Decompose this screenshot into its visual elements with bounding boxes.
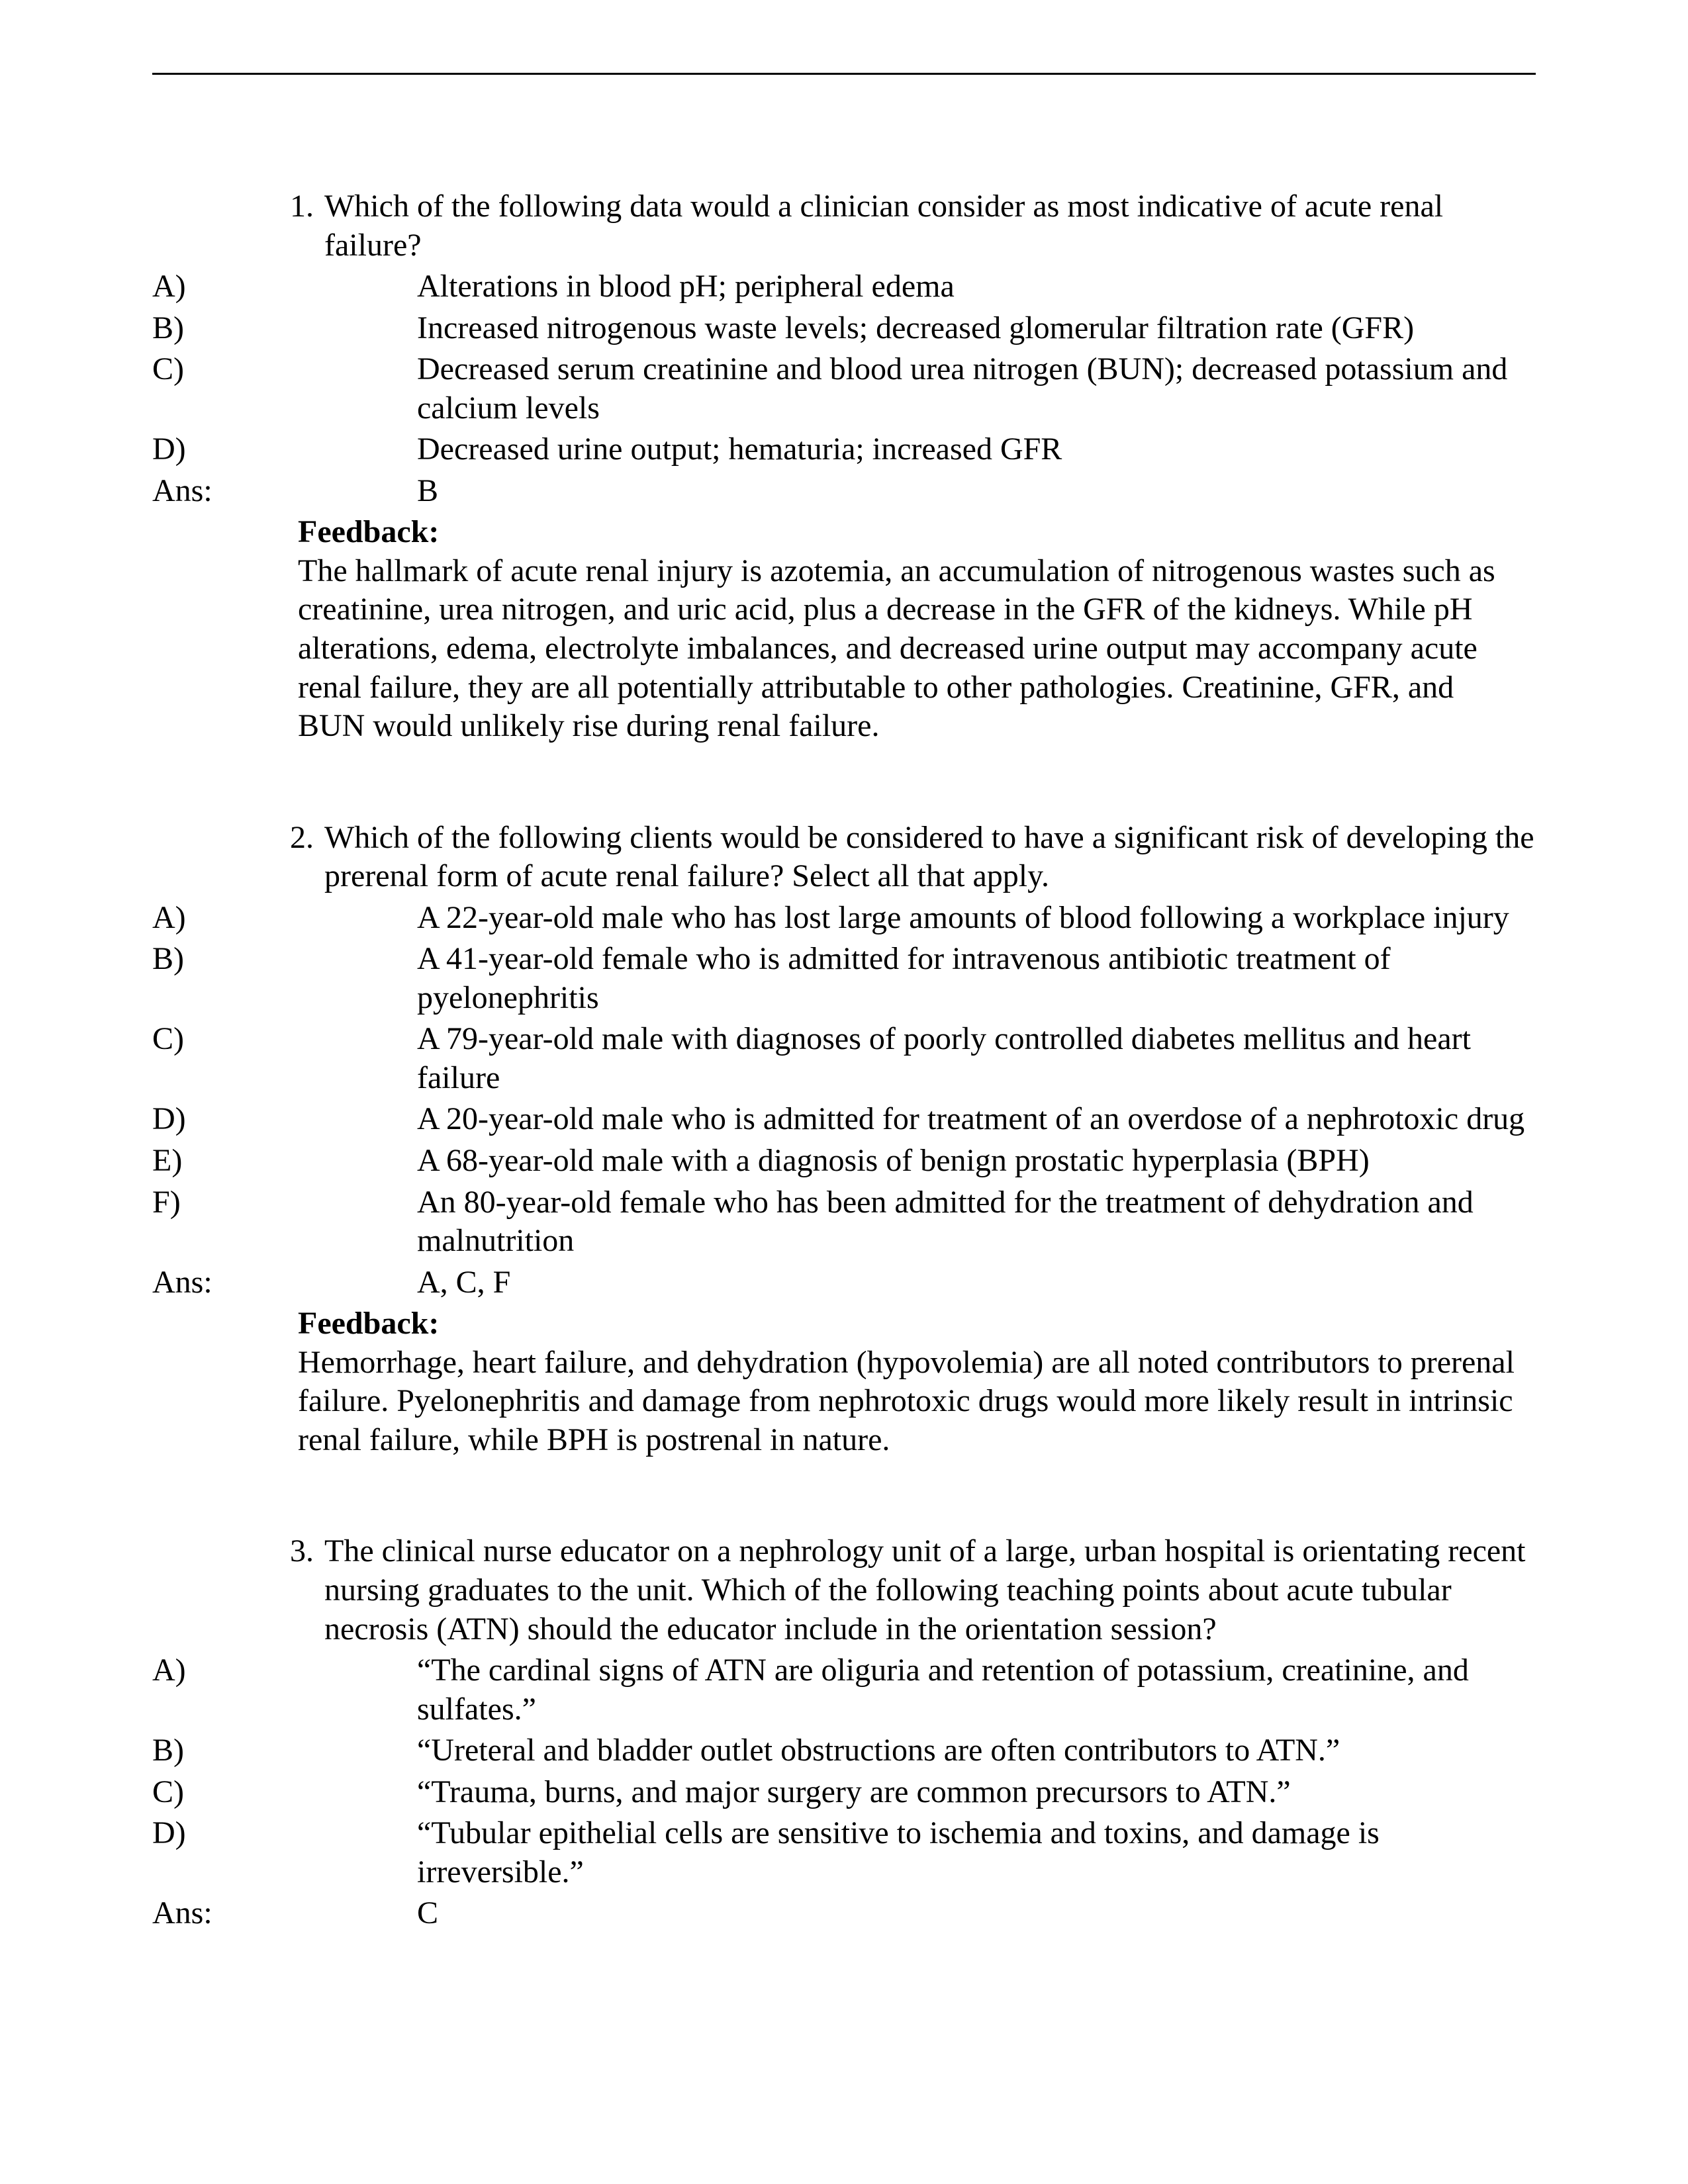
option-text: A 20-year-old male who is admitted for t… [417,1100,1536,1139]
option-letter: D) [152,1814,225,1891]
question-block: 2. Which of the following clients would … [152,819,1536,1460]
question-number: 1. [152,187,324,265]
option-row: A) A 22-year-old male who has lost large… [152,899,1536,938]
option-text: Decreased urine output; hematuria; incre… [417,430,1536,469]
question-block: 1. Which of the following data would a c… [152,187,1536,746]
option-row: C) A 79-year-old male with diagnoses of … [152,1020,1536,1097]
feedback-block: Feedback: The hallmark of acute renal in… [298,513,1523,745]
option-text: “Trauma, burns, and major surgery are co… [417,1773,1536,1812]
option-letter: E) [152,1142,225,1181]
option-letter: F) [152,1183,225,1261]
answer-label: Ans: [152,1894,417,1933]
option-row: D) Decreased urine output; hematuria; in… [152,430,1536,469]
answer-row: Ans: C [152,1894,1536,1933]
question-stem: Which of the following data would a clin… [324,187,1536,265]
question-number: 3. [152,1532,324,1649]
option-text: “Tubular epithelial cells are sensitive … [417,1814,1536,1891]
option-letter: B) [152,1731,225,1770]
answer-row: Ans: B [152,472,1536,511]
option-row: A) Alterations in blood pH; peripheral e… [152,267,1536,306]
option-row: F) An 80-year-old female who has been ad… [152,1183,1536,1261]
option-text: Alterations in blood pH; peripheral edem… [417,267,1536,306]
option-letter: C) [152,1773,225,1812]
answer-value: A, C, F [417,1263,510,1302]
option-row: C) “Trauma, burns, and major surgery are… [152,1773,1536,1812]
option-text: A 41-year-old female who is admitted for… [417,940,1536,1017]
question-number: 2. [152,819,324,896]
question-stem: The clinical nurse educator on a nephrol… [324,1532,1536,1649]
question-stem-row: 3. The clinical nurse educator on a neph… [152,1532,1536,1649]
question-stem-row: 2. Which of the following clients would … [152,819,1536,896]
option-text: A 68-year-old male with a diagnosis of b… [417,1142,1536,1181]
header-rule [152,73,1536,75]
option-text: “Ureteral and bladder outlet obstruction… [417,1731,1536,1770]
option-letter: C) [152,350,225,428]
feedback-text: Hemorrhage, heart failure, and dehydrati… [298,1343,1523,1460]
option-letter: A) [152,267,225,306]
document-page: 1. Which of the following data would a c… [0,0,1688,2105]
answer-label: Ans: [152,472,417,511]
option-text: Decreased serum creatinine and blood ure… [417,350,1536,428]
option-text: “The cardinal signs of ATN are oliguria … [417,1651,1536,1729]
question-stem-row: 1. Which of the following data would a c… [152,187,1536,265]
answer-value: C [417,1894,438,1933]
feedback-label: Feedback: [298,513,1523,552]
option-row: E) A 68-year-old male with a diagnosis o… [152,1142,1536,1181]
option-text: Increased nitrogenous waste levels; decr… [417,309,1536,348]
option-letter: D) [152,430,225,469]
feedback-text: The hallmark of acute renal injury is az… [298,552,1523,746]
answer-label: Ans: [152,1263,417,1302]
option-row: B) Increased nitrogenous waste levels; d… [152,309,1536,348]
answer-value: B [417,472,438,511]
answer-row: Ans: A, C, F [152,1263,1536,1302]
option-letter: C) [152,1020,225,1097]
option-text: A 79-year-old male with diagnoses of poo… [417,1020,1536,1097]
option-row: D) A 20-year-old male who is admitted fo… [152,1100,1536,1139]
option-row: B) “Ureteral and bladder outlet obstruct… [152,1731,1536,1770]
option-row: D) “Tubular epithelial cells are sensiti… [152,1814,1536,1891]
option-letter: B) [152,940,225,1017]
feedback-label: Feedback: [298,1304,1523,1343]
option-letter: B) [152,309,225,348]
option-text: A 22-year-old male who has lost large am… [417,899,1536,938]
option-row: C) Decreased serum creatinine and blood … [152,350,1536,428]
option-letter: A) [152,899,225,938]
question-block: 3. The clinical nurse educator on a neph… [152,1532,1536,1933]
option-row: B) A 41-year-old female who is admitted … [152,940,1536,1017]
question-stem: Which of the following clients would be … [324,819,1536,896]
option-row: A) “The cardinal signs of ATN are oligur… [152,1651,1536,1729]
feedback-block: Feedback: Hemorrhage, heart failure, and… [298,1304,1523,1459]
option-text: An 80-year-old female who has been admit… [417,1183,1536,1261]
option-letter: D) [152,1100,225,1139]
option-letter: A) [152,1651,225,1729]
